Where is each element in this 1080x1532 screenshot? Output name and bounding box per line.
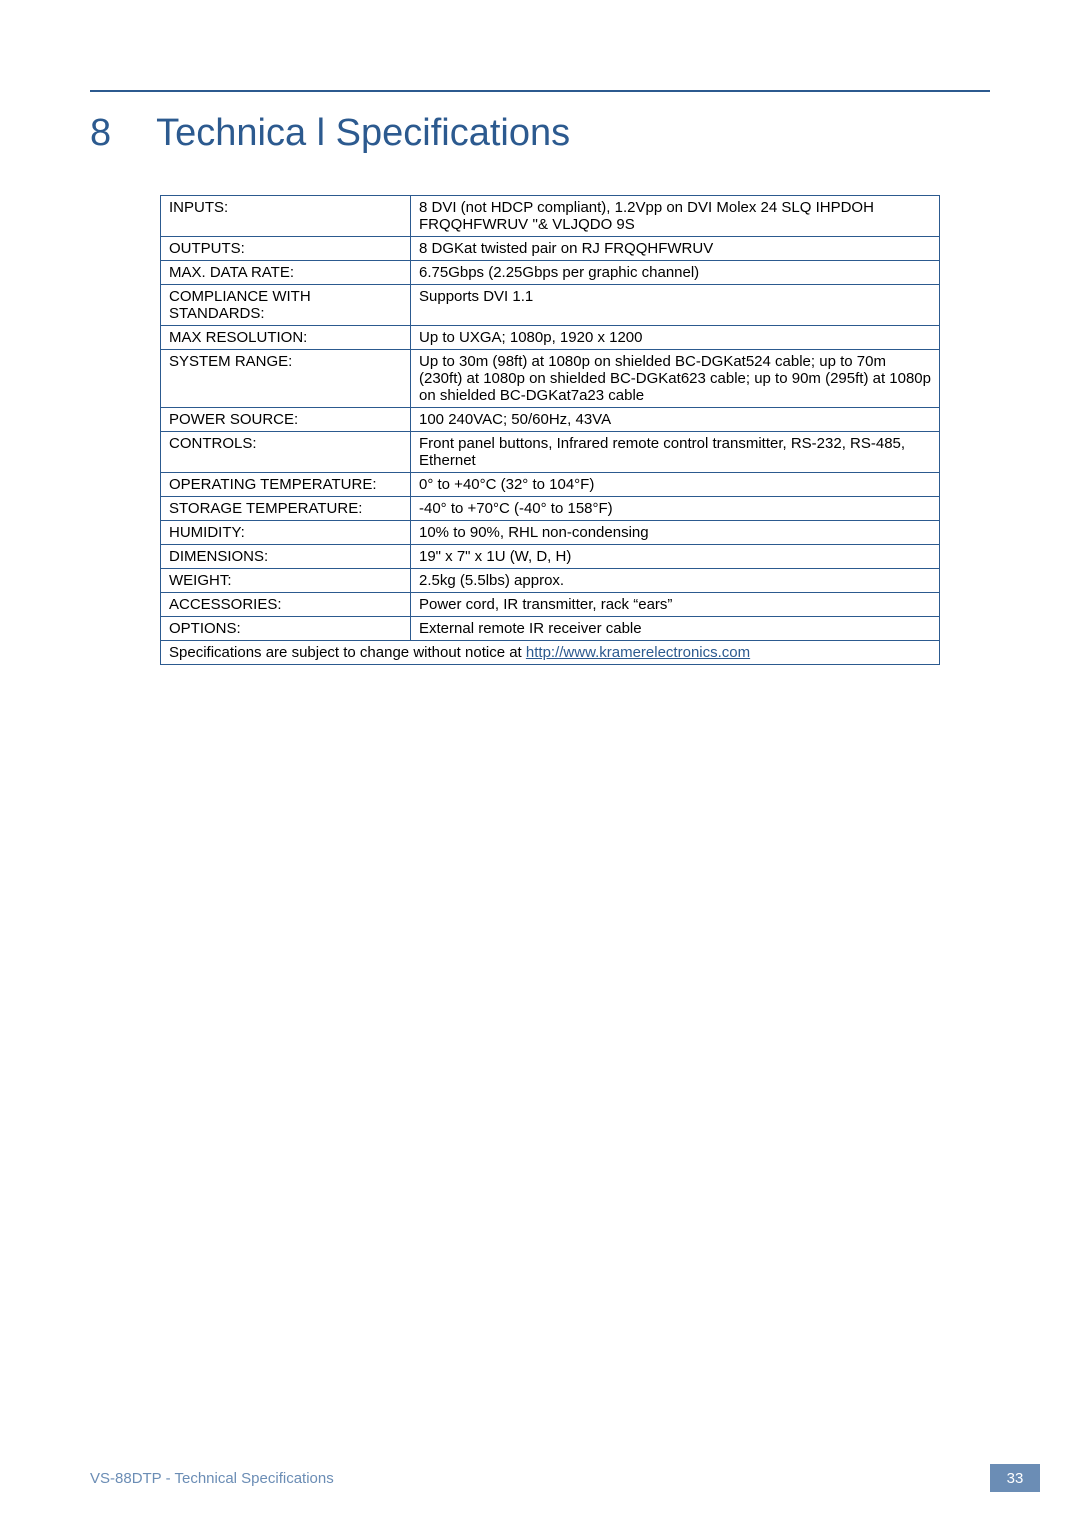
spec-label: HUMIDITY: (161, 521, 411, 545)
spec-value: 8 DVI (not HDCP compliant), 1.2Vpp on DV… (411, 196, 940, 237)
table-row: POWER SOURCE: 100 240VAC; 50/60Hz, 43VA (161, 408, 940, 432)
spec-label: MAX. DATA RATE: (161, 261, 411, 285)
table-row: DIMENSIONS: 19" x 7" x 1U (W, D, H) (161, 545, 940, 569)
table-row: MAX RESOLUTION: Up to UXGA; 1080p, 1920 … (161, 326, 940, 350)
spec-label: STORAGE TEMPERATURE: (161, 497, 411, 521)
section-heading: 8 Technica l Specifications (90, 112, 990, 155)
table-row: ACCESSORIES: Power cord, IR transmitter,… (161, 593, 940, 617)
spec-value: Power cord, IR transmitter, rack “ears” (411, 593, 940, 617)
spec-value: Up to 30m (98ft) at 1080p on shielded BC… (411, 350, 940, 408)
spec-label: POWER SOURCE: (161, 408, 411, 432)
spec-value: 8 DGKat twisted pair on RJ FRQQHFWRUV (411, 237, 940, 261)
spec-value: 2.5kg (5.5lbs) approx. (411, 569, 940, 593)
spec-value: -40° to +70°C (-40° to 158°F) (411, 497, 940, 521)
spec-label: WEIGHT: (161, 569, 411, 593)
spec-footer-cell: Specifications are subject to change wit… (161, 641, 940, 665)
table-row: WEIGHT: 2.5kg (5.5lbs) approx. (161, 569, 940, 593)
spec-label: OPERATING TEMPERATURE: (161, 473, 411, 497)
page-number: 33 (1007, 1470, 1024, 1487)
spec-footer-link[interactable]: http://www.kramerelectronics.com (526, 644, 750, 661)
spec-label: MAX RESOLUTION: (161, 326, 411, 350)
page-footer: VS-88DTP - Technical Specifications 33 (0, 1464, 1080, 1492)
table-row: STORAGE TEMPERATURE: -40° to +70°C (-40°… (161, 497, 940, 521)
table-row: MAX. DATA RATE: 6.75Gbps (2.25Gbps per g… (161, 261, 940, 285)
table-row: INPUTS: 8 DVI (not HDCP compliant), 1.2V… (161, 196, 940, 237)
table-row: OPTIONS: External remote IR receiver cab… (161, 617, 940, 641)
spec-label: COMPLIANCE WITH STANDARDS: (161, 285, 411, 326)
spec-value: 6.75Gbps (2.25Gbps per graphic channel) (411, 261, 940, 285)
specifications-table: INPUTS: 8 DVI (not HDCP compliant), 1.2V… (160, 195, 940, 665)
spec-value: External remote IR receiver cable (411, 617, 940, 641)
section-title: Technica l Specifications (156, 112, 570, 155)
table-row: HUMIDITY: 10% to 90%, RHL non-condensing (161, 521, 940, 545)
table-footer-row: Specifications are subject to change wit… (161, 641, 940, 665)
table-body: INPUTS: 8 DVI (not HDCP compliant), 1.2V… (161, 196, 940, 665)
spec-label: OUTPUTS: (161, 237, 411, 261)
page-number-box: 33 (990, 1464, 1040, 1492)
spec-value: Up to UXGA; 1080p, 1920 x 1200 (411, 326, 940, 350)
spec-label: ACCESSORIES: (161, 593, 411, 617)
spec-value: 100 240VAC; 50/60Hz, 43VA (411, 408, 940, 432)
spec-value: 19" x 7" x 1U (W, D, H) (411, 545, 940, 569)
table-row: COMPLIANCE WITH STANDARDS: Supports DVI … (161, 285, 940, 326)
table-row: OPERATING TEMPERATURE: 0° to +40°C (32° … (161, 473, 940, 497)
spec-value: 0° to +40°C (32° to 104°F) (411, 473, 940, 497)
spec-value: Supports DVI 1.1 (411, 285, 940, 326)
spec-label: OPTIONS: (161, 617, 411, 641)
spec-value: 10% to 90%, RHL non-condensing (411, 521, 940, 545)
table-row: SYSTEM RANGE: Up to 30m (98ft) at 1080p … (161, 350, 940, 408)
spec-label: SYSTEM RANGE: (161, 350, 411, 408)
spec-label: INPUTS: (161, 196, 411, 237)
page-container: 8 Technica l Specifications INPUTS: 8 DV… (0, 0, 1080, 665)
spec-footer-text: Specifications are subject to change wit… (169, 644, 526, 661)
spec-label: DIMENSIONS: (161, 545, 411, 569)
spec-label: CONTROLS: (161, 432, 411, 473)
spec-value: Front panel buttons, Infrared remote con… (411, 432, 940, 473)
header-rule (90, 90, 990, 92)
table-row: OUTPUTS: 8 DGKat twisted pair on RJ FRQQ… (161, 237, 940, 261)
footer-text: VS-88DTP - Technical Specifications (90, 1470, 334, 1487)
section-number: 8 (90, 112, 111, 155)
table-row: CONTROLS: Front panel buttons, Infrared … (161, 432, 940, 473)
